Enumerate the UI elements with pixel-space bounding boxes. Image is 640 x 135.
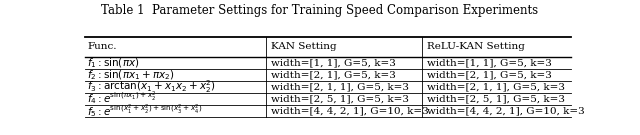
Text: KAN Setting: KAN Setting bbox=[271, 42, 337, 51]
Text: ReLU-KAN Setting: ReLU-KAN Setting bbox=[428, 42, 525, 51]
Text: $f_1: \sin(\pi x)$: $f_1: \sin(\pi x)$ bbox=[88, 56, 140, 70]
Text: Func.: Func. bbox=[88, 42, 117, 51]
Text: Table 1  Parameter Settings for Training Speed Comparison Experiments: Table 1 Parameter Settings for Training … bbox=[101, 4, 539, 17]
Text: $f_2: \sin(\pi x_1 + \pi x_2)$: $f_2: \sin(\pi x_1 + \pi x_2)$ bbox=[88, 68, 175, 82]
Text: width=[1, 1], G=5, k=3: width=[1, 1], G=5, k=3 bbox=[271, 58, 396, 67]
Text: width=[2, 5, 1], G=5, k=3: width=[2, 5, 1], G=5, k=3 bbox=[271, 94, 409, 103]
Text: width=[4, 4, 2, 1], G=10, k=3: width=[4, 4, 2, 1], G=10, k=3 bbox=[428, 107, 585, 116]
Text: width=[2, 5, 1], G=5, k=3: width=[2, 5, 1], G=5, k=3 bbox=[428, 94, 565, 103]
Text: width=[2, 1, 1], G=5, k=3: width=[2, 1, 1], G=5, k=3 bbox=[428, 82, 565, 91]
Text: width=[2, 1], G=5, k=3: width=[2, 1], G=5, k=3 bbox=[428, 70, 552, 79]
Text: width=[2, 1], G=5, k=3: width=[2, 1], G=5, k=3 bbox=[271, 70, 396, 79]
Text: $f_5: e^{\sin(x_1^2+x_2^2)+\sin(x_3^2+x_4^2)}$: $f_5: e^{\sin(x_1^2+x_2^2)+\sin(x_3^2+x_… bbox=[88, 102, 203, 119]
Text: width=[4, 4, 2, 1], G=10, k=3: width=[4, 4, 2, 1], G=10, k=3 bbox=[271, 107, 429, 116]
Text: $f_4: e^{\sin(\pi x_1)+x_2^2}$: $f_4: e^{\sin(\pi x_1)+x_2^2}$ bbox=[88, 90, 157, 107]
Text: width=[1, 1], G=5, k=3: width=[1, 1], G=5, k=3 bbox=[428, 58, 552, 67]
Text: width=[2, 1, 1], G=5, k=3: width=[2, 1, 1], G=5, k=3 bbox=[271, 82, 409, 91]
Text: $f_3: \arctan(x_1 + x_1 x_2 + x_2^2)$: $f_3: \arctan(x_1 + x_1 x_2 + x_2^2)$ bbox=[88, 78, 216, 95]
